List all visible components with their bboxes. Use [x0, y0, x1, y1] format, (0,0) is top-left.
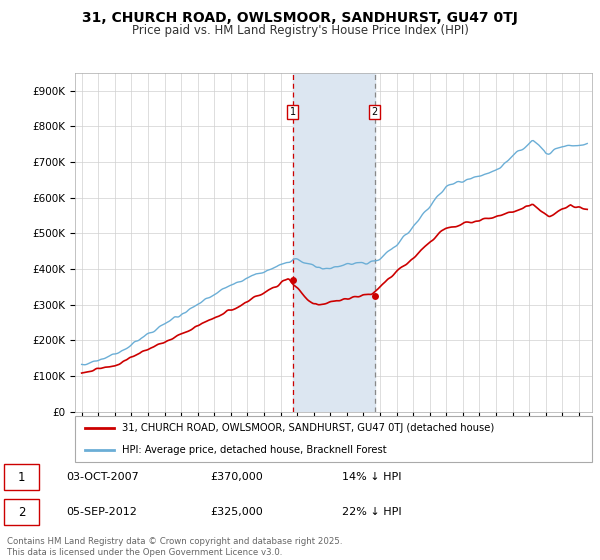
Text: 22% ↓ HPI: 22% ↓ HPI	[342, 507, 401, 517]
Text: £325,000: £325,000	[210, 507, 263, 517]
Text: £370,000: £370,000	[210, 472, 263, 482]
Text: 03-OCT-2007: 03-OCT-2007	[66, 472, 139, 482]
Text: 2: 2	[18, 506, 25, 519]
Bar	[293, 73, 374, 412]
Text: 1: 1	[18, 470, 25, 484]
FancyBboxPatch shape	[4, 499, 39, 525]
Text: 31, CHURCH ROAD, OWLSMOOR, SANDHURST, GU47 0TJ: 31, CHURCH ROAD, OWLSMOOR, SANDHURST, GU…	[82, 11, 518, 25]
Text: 2: 2	[371, 107, 377, 117]
Text: Price paid vs. HM Land Registry's House Price Index (HPI): Price paid vs. HM Land Registry's House …	[131, 24, 469, 36]
Text: 31, CHURCH ROAD, OWLSMOOR, SANDHURST, GU47 0TJ (detached house): 31, CHURCH ROAD, OWLSMOOR, SANDHURST, GU…	[122, 423, 494, 433]
FancyBboxPatch shape	[75, 416, 592, 462]
Text: 05-SEP-2012: 05-SEP-2012	[66, 507, 137, 517]
Text: HPI: Average price, detached house, Bracknell Forest: HPI: Average price, detached house, Brac…	[122, 445, 386, 455]
Text: Contains HM Land Registry data © Crown copyright and database right 2025.
This d: Contains HM Land Registry data © Crown c…	[7, 537, 343, 557]
Text: 14% ↓ HPI: 14% ↓ HPI	[342, 472, 401, 482]
Text: 1: 1	[290, 107, 296, 117]
FancyBboxPatch shape	[4, 464, 39, 490]
